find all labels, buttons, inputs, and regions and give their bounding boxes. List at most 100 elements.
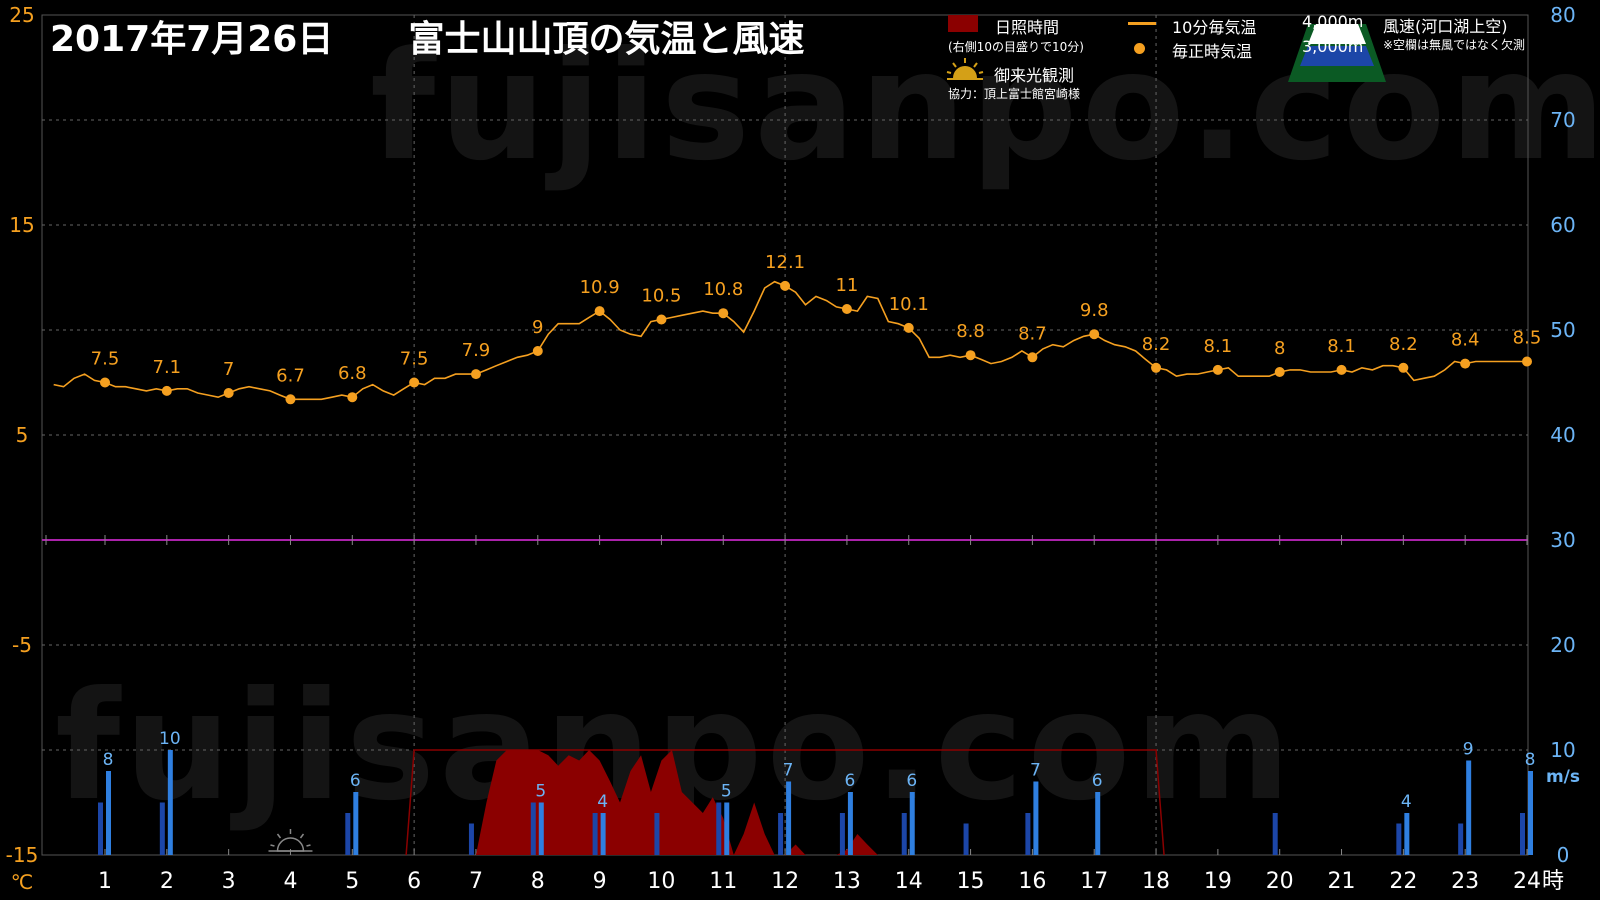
hourly-temp-label: 12.1: [765, 252, 805, 273]
hourly-temp-label: 8.1: [1204, 336, 1233, 357]
wind-4000-bar: [167, 750, 173, 855]
wind-4000-bar: [1528, 771, 1533, 855]
hourly-temp-label: 8.5: [1513, 328, 1542, 349]
wind-3000-bar: [778, 813, 784, 855]
x-axis-tick-label: 22: [1389, 869, 1417, 894]
wind-value-label: 5: [721, 782, 732, 802]
wind-4000-bar: [1095, 792, 1101, 855]
hourly-temp-label: 8.1: [1327, 336, 1356, 357]
right-axis-tick-label: 10: [1550, 738, 1575, 762]
x-axis-tick-label: 13: [833, 869, 861, 894]
hourly-temp-dot: [1522, 356, 1532, 367]
wind-4000-bar: [847, 792, 853, 855]
x-axis-tick-label: 20: [1266, 869, 1294, 894]
wind-value-label: 8: [103, 750, 114, 770]
hourly-temp-dot: [1336, 364, 1347, 375]
right-axis-tick-label: 60: [1550, 213, 1575, 237]
x-axis-unit: 時: [1542, 869, 1564, 894]
hourly-temp-dot: [965, 350, 976, 361]
hourly-temp-label: 8.4: [1451, 330, 1480, 351]
hourly-temp-dot: [903, 322, 914, 333]
hourly-temp-label: 6.7: [276, 365, 305, 386]
wind-3000-bar: [592, 813, 598, 855]
x-axis-tick-label: 18: [1142, 869, 1170, 894]
wind-4000-bar: [724, 802, 730, 855]
x-axis-tick-label: 3: [222, 869, 236, 894]
x-axis-tick-label: 23: [1451, 869, 1479, 894]
x-axis-tick-label: 2: [160, 869, 174, 894]
wind-value-label: 6: [844, 771, 855, 791]
hourly-temp-dot: [1460, 358, 1471, 369]
wind-3000-bar: [1458, 823, 1464, 855]
x-axis-tick-label: 11: [709, 869, 737, 894]
wind-3000-bar: [1520, 813, 1525, 855]
hourly-temp-label: 10.1: [889, 294, 929, 315]
x-axis-tick-label: 14: [895, 869, 923, 894]
wind-4000-bar: [1033, 781, 1039, 855]
hourly-temp-label: 8.2: [1389, 334, 1418, 355]
right-axis-tick-label: 80: [1550, 3, 1575, 27]
wind-value-label: 10: [159, 729, 181, 749]
hourly-temp-dot: [532, 346, 543, 356]
x-axis-tick-label: 16: [1018, 869, 1046, 894]
wind-4000-bar: [786, 781, 792, 855]
hourly-temp-dot: [594, 306, 605, 317]
wind-3000-bar: [1025, 813, 1031, 855]
hourly-temp-dot: [285, 394, 296, 405]
hourly-temp-dot: [100, 377, 110, 388]
wind-value-label: 8: [1525, 750, 1536, 770]
hourly-temp-label: 9.8: [1080, 300, 1109, 321]
right-axis-unit: m/s: [1546, 767, 1580, 787]
goraiko-ray: [306, 844, 311, 847]
wind-3000-bar: [654, 813, 660, 855]
legend-wind-3000: 3,000m: [1302, 37, 1364, 56]
wind-3000-bar: [345, 813, 351, 855]
hourly-temp-label: 7.9: [462, 340, 491, 361]
right-axis-tick-label: 20: [1550, 633, 1575, 657]
x-axis-tick-label: 7: [469, 869, 483, 894]
hourly-temp-label: 10.8: [703, 279, 743, 300]
hourly-temp-dot: [1089, 329, 1100, 340]
hourly-temp-dot: [780, 280, 791, 291]
x-axis-tick-label: 5: [345, 869, 359, 894]
hourly-temp-label: 10.5: [641, 286, 681, 307]
hourly-temp-label: 10.9: [580, 277, 620, 298]
hourly-temp-dot: [347, 392, 358, 403]
hourly-temp-dot: [656, 314, 667, 325]
hourly-temp-label: 11: [835, 275, 858, 296]
wind-3000-bar: [839, 813, 845, 855]
left-axis-tick-label: -15: [6, 843, 39, 867]
hourly-temp-label: 6.8: [338, 363, 367, 384]
hourly-temp-label: 8.7: [1018, 323, 1047, 344]
hourly-temp-label: 9: [532, 317, 543, 338]
wind-4000-bar: [538, 802, 544, 855]
hourly-temp-dot: [161, 385, 172, 396]
goraiko-ray: [270, 844, 275, 847]
wind-3000-bar: [1396, 823, 1402, 855]
left-axis-tick-label: 15: [9, 213, 34, 237]
legend-sunshine-note: (右側10の目盛りで10分): [948, 40, 1084, 54]
legend-wind-title: 風速(河口湖上空): [1383, 17, 1508, 36]
hourly-temp-dot: [470, 369, 481, 380]
legend-temp10-label: 10分毎気温: [1172, 18, 1257, 37]
hourly-temp-dot: [1151, 362, 1162, 373]
x-axis-tick-label: 1: [98, 869, 112, 894]
sunshine-area: [475, 750, 878, 855]
wind-value-label: 5: [535, 782, 546, 802]
wind-value-label: 7: [783, 761, 794, 781]
x-axis-tick-label: 6: [407, 869, 421, 894]
wind-4000-bar: [106, 771, 111, 855]
wind-4000-bar: [353, 792, 359, 855]
wind-4000-bar: [600, 813, 606, 855]
wind-value-label: 6: [350, 771, 361, 791]
hourly-temp-dot: [223, 388, 234, 398]
wind-4000-bar: [909, 792, 915, 855]
goraiko-legend-icon: [945, 56, 985, 86]
hourly-temp-label: 7.1: [153, 357, 182, 378]
goraiko-ray: [276, 833, 282, 839]
right-axis-tick-label: 50: [1550, 318, 1575, 342]
wind-4000-bar: [1404, 813, 1410, 855]
x-axis-tick-label: 10: [647, 869, 675, 894]
temp10-swatch: [1128, 22, 1156, 25]
